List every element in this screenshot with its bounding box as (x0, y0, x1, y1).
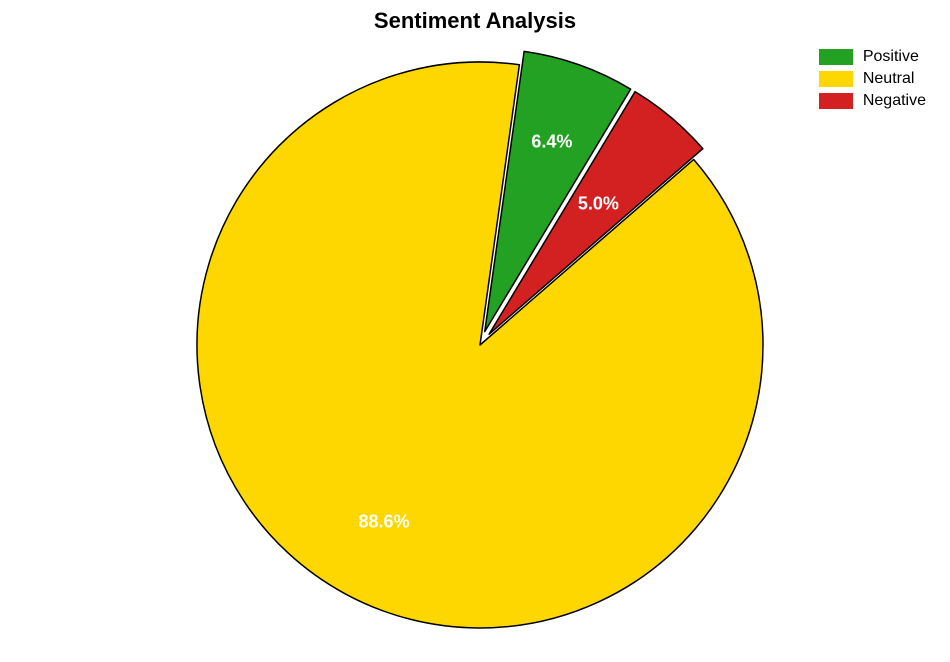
legend-item-negative: Negative (819, 92, 926, 110)
legend-swatch-negative (819, 93, 853, 109)
legend-label-negative: Negative (863, 92, 926, 110)
legend-swatch-neutral (819, 71, 853, 87)
slice-label-neutral: 88.6% (359, 511, 410, 532)
legend: Positive Neutral Negative (819, 48, 926, 114)
pie-chart-container: Sentiment Analysis Positive Neutral Nega… (0, 0, 950, 662)
slice-label-positive: 6.4% (531, 132, 572, 153)
legend-label-positive: Positive (863, 48, 919, 66)
legend-swatch-positive (819, 49, 853, 65)
legend-label-neutral: Neutral (863, 70, 915, 88)
pie-svg (0, 0, 950, 662)
legend-item-positive: Positive (819, 48, 926, 66)
slice-label-negative: 5.0% (578, 194, 619, 215)
legend-item-neutral: Neutral (819, 70, 926, 88)
